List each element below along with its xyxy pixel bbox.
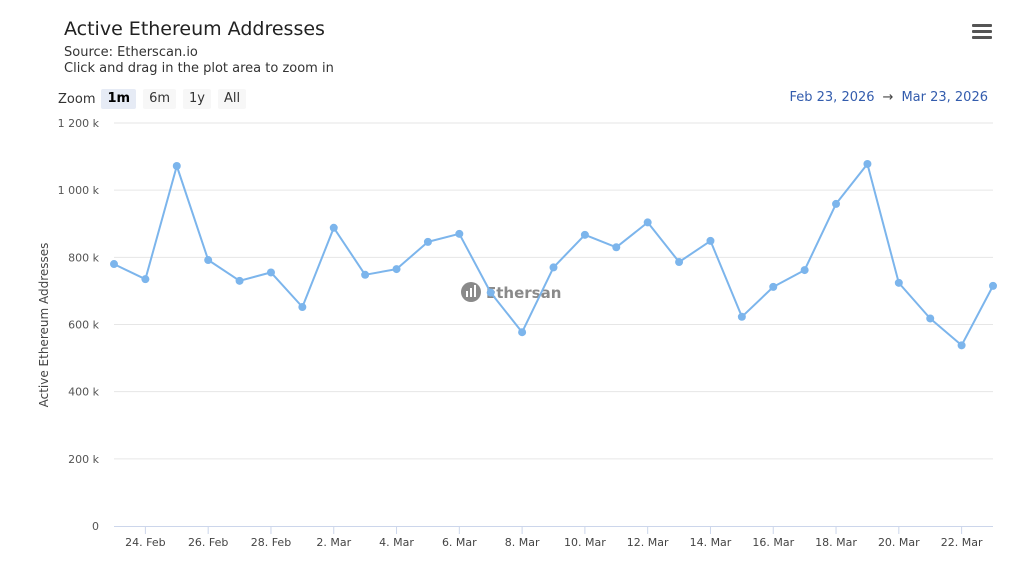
etherscan-watermark: Ethersan [461,282,561,302]
data-point[interactable] [549,263,558,272]
x-tick-label: 6. Mar [442,536,477,549]
range-to-input[interactable]: Mar 23, 2026 [901,90,988,105]
data-point[interactable] [737,312,746,321]
data-point[interactable] [298,303,307,312]
data-point[interactable] [926,314,935,323]
x-tick-label: 16. Mar [752,536,794,549]
data-point[interactable] [172,161,181,170]
x-tick-label: 28. Feb [251,536,291,549]
x-tick-label: 4. Mar [379,536,414,549]
zoom-all-button[interactable]: All [217,89,247,109]
x-tick-label: 8. Mar [505,536,540,549]
x-tick-label: 12. Mar [627,536,669,549]
zoom-6m-button[interactable]: 6m [143,89,177,109]
data-point[interactable] [769,282,778,291]
data-point[interactable] [832,199,841,208]
data-point[interactable] [110,260,118,269]
x-tick-label: 18. Mar [815,536,857,549]
data-point[interactable] [423,237,432,246]
data-point[interactable] [361,270,370,279]
x-tick-label: 24. Feb [125,536,165,549]
x-axis: 24. Feb 26. Feb 28. Feb 2. Mar 4. Mar 6. Mar 8… [114,526,993,549]
data-point[interactable] [235,276,244,285]
data-point[interactable] [455,229,464,238]
y-tick-label: 0 [92,520,99,533]
data-point[interactable] [392,265,401,274]
zoom-selector: Zoom 1m 6m 1y All [58,88,253,110]
data-point[interactable] [518,328,527,337]
range-arrow: → [882,90,894,105]
series-points-group [110,159,997,350]
y-tick-label: 1 000 k [58,184,100,197]
data-point[interactable] [957,341,966,350]
y-axis-ticks: 0 200 k 400 k 600 k 800 k 1 000 k 1 200 k [58,117,100,533]
x-tick-label: 14. Mar [690,536,732,549]
data-point[interactable] [675,258,684,267]
range-from-input[interactable]: Feb 23, 2026 [789,90,875,105]
zoom-1y-button[interactable]: 1y [183,89,211,109]
y-tick-label: 200 k [68,453,99,466]
source-text: Source: Etherscan.io [64,45,198,60]
series-line-group [113,163,994,347]
zoom-label: Zoom [58,91,96,107]
x-tick-label: 2. Mar [316,536,351,549]
x-tick-label: 26. Feb [188,536,228,549]
x-tick-label: 20. Mar [878,536,920,549]
data-point[interactable] [486,288,495,297]
y-tick-label: 1 200 k [58,117,100,130]
date-range: Feb 23, 2026 → Mar 23, 2026 [789,90,988,105]
x-tick-label: 22. Mar [941,536,983,549]
data-point[interactable] [141,275,150,284]
data-point[interactable] [329,223,338,232]
chart-subtitle: Source: Etherscan.io Click and drag in t… [64,45,334,77]
zoom-1m-button[interactable]: 1m [101,89,137,109]
y-tick-label: 400 k [68,386,99,399]
zoom-hint-text: Click and drag in the plot area to zoom … [64,61,334,76]
data-point[interactable] [863,159,872,168]
y-tick-label: 600 k [68,319,99,332]
series-line [113,163,994,347]
data-point[interactable] [894,278,903,287]
y-axis-title: Active Ethereum Addresses [37,243,51,408]
watermark-text: Ethersan [486,284,561,302]
data-point[interactable] [266,268,275,277]
x-tick-label: 10. Mar [564,536,606,549]
data-point[interactable] [580,230,589,239]
data-point[interactable] [706,236,715,245]
data-point[interactable] [643,218,652,227]
data-point[interactable] [989,281,997,290]
y-tick-label: 800 k [68,251,99,264]
chart-title: Active Ethereum Addresses [64,18,325,40]
data-point[interactable] [204,256,213,265]
data-point[interactable] [800,266,809,275]
data-point[interactable] [612,243,621,252]
hamburger-menu-icon[interactable] [972,24,992,42]
